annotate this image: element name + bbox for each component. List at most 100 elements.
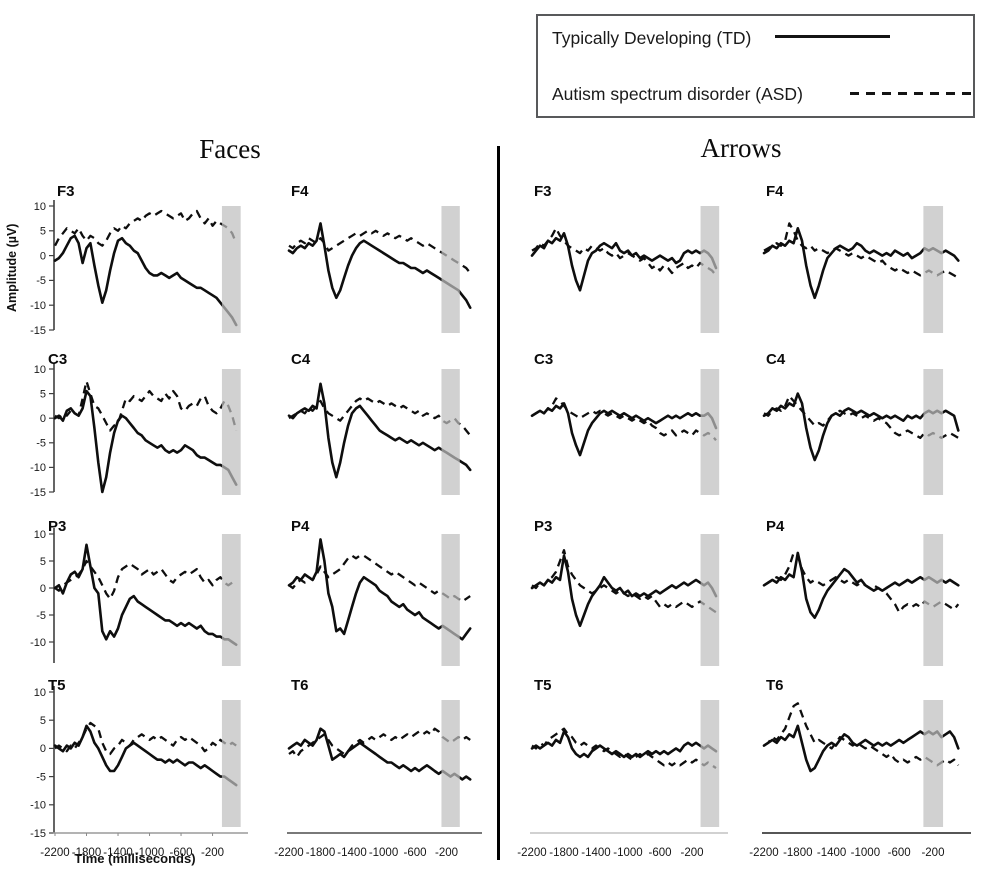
x-tick-label: -200: [201, 847, 224, 859]
y-tick-label: -10: [30, 800, 46, 812]
y-tick-label: -10: [30, 637, 46, 649]
section-title-faces: Faces: [199, 134, 261, 164]
y-tick-label: 10: [34, 529, 46, 541]
F4-faces-td-line: [287, 222, 472, 310]
P3-faces-asd-line: [54, 559, 237, 600]
panel-faces-P3: 10 5 0 -5 -10 P3: [30, 518, 241, 666]
x-tick-label: -200: [680, 847, 703, 859]
F3-faces-asd-line: [53, 209, 238, 247]
analysis-window-band: [700, 369, 720, 495]
y-tick-label: -15: [30, 487, 46, 499]
T6-faces-td-line: [287, 727, 472, 781]
x-tick-label: -600: [888, 847, 911, 859]
P4-faces-asd-line: [288, 554, 471, 603]
legend-label-td: Typically Developing (TD): [552, 28, 752, 48]
electrode-label: P4: [766, 518, 785, 535]
section-title-arrows: Arrows: [700, 133, 782, 163]
legend-label-asd: Autism spectrum disorder (ASD): [552, 84, 803, 104]
analysis-window-band: [923, 700, 944, 827]
electrode-label: F3: [57, 183, 75, 200]
P3-arrows-asd-line: [531, 549, 717, 614]
C3-faces-asd-line: [54, 380, 238, 432]
y-tick-label: 5: [40, 556, 46, 568]
P3-arrows-td-line: [530, 554, 718, 628]
y-tick-label: 0: [40, 413, 46, 425]
electrode-label: F3: [534, 183, 552, 200]
y-tick-label: -15: [30, 325, 46, 337]
y-tick-label: -10: [30, 462, 46, 474]
x-tick-label: -1800: [549, 847, 578, 859]
panel-arrows-T6: T6 -2200 -1800 -1400 -1000 -600 -200: [749, 677, 971, 859]
y-tick-label: 0: [40, 583, 46, 595]
x-tick-label: -600: [648, 847, 671, 859]
y-tick-label: 10: [34, 687, 46, 699]
x-tick-label: -2200: [274, 847, 303, 859]
legend-solid-line-icon: [775, 35, 890, 38]
panel-faces-T5: 10 5 0 -5 -10 -15 T5 -2200 -1800 -1400 -1000 -600 -2…: [30, 677, 248, 859]
x-tick-label: -1400: [103, 847, 132, 859]
x-tick-label: -1400: [337, 847, 366, 859]
x-tick-label: -2200: [517, 847, 546, 859]
y-tick-label: -5: [36, 771, 46, 783]
x-tick-label: -1000: [851, 847, 880, 859]
section-divider-line: [497, 146, 500, 860]
analysis-window-band: [700, 534, 720, 666]
electrode-label: F4: [291, 183, 309, 200]
analysis-window-band: [700, 700, 720, 827]
x-tick-label: -1800: [783, 847, 812, 859]
electrode-label: C4: [291, 351, 311, 368]
x-tick-label: -2200: [40, 847, 69, 859]
x-tick-label: -1000: [613, 847, 642, 859]
y-tick-label: 10: [34, 364, 46, 376]
panel-arrows-P4: P4: [762, 518, 960, 666]
electrode-label: T5: [534, 677, 552, 694]
x-tick-label: -200: [435, 847, 458, 859]
panel-faces-T6: T6 -2200 -1800 -1400 -1000 -600 -200: [274, 677, 482, 859]
analysis-window-band: [923, 534, 944, 666]
x-tick-label: -200: [921, 847, 944, 859]
electrode-label: T6: [291, 677, 309, 694]
panel-arrows-C4: C4: [762, 351, 960, 495]
panel-arrows-F4: F4: [762, 183, 960, 333]
C3-arrows-td-line: [530, 402, 718, 457]
panel-faces-P4: P4: [287, 518, 472, 666]
analysis-window-band: [923, 369, 944, 495]
analysis-window-band: [221, 534, 241, 666]
P4-faces-td-line: [287, 538, 472, 641]
x-axis-title: Time (milliseconds): [74, 851, 196, 866]
y-tick-label: 0: [40, 743, 46, 755]
y-tick-label: -5: [36, 438, 46, 450]
y-tick-label: 5: [40, 226, 46, 238]
analysis-window-band: [700, 206, 720, 333]
electrode-label: T6: [766, 677, 784, 694]
C3-faces-td-line: [53, 389, 238, 494]
T5-faces-td-line: [53, 724, 238, 787]
panel-faces-C3: 10 5 0 -5 -10 -15 C3: [30, 351, 241, 499]
analysis-window-band: [441, 700, 460, 827]
analysis-window-band: [441, 369, 460, 495]
y-tick-label: -5: [36, 610, 46, 622]
F3-arrows-td-line: [530, 232, 718, 292]
T5-arrows-asd-line: [531, 727, 717, 770]
x-tick-label: -1800: [306, 847, 335, 859]
panel-faces-F4: F4: [287, 183, 472, 333]
F4-faces-asd-line: [288, 229, 472, 274]
panel-arrows-C3: C3: [530, 351, 720, 495]
electrode-label: C3: [534, 351, 553, 368]
electrode-label: C4: [766, 351, 786, 368]
legend-box: Typically Developing (TD) Autism spectru…: [536, 14, 975, 118]
T5-faces-asd-line: [54, 721, 237, 756]
panel-faces-F3: 10 5 0 -5 -10 -15 F3: [30, 183, 241, 337]
x-tick-label: -2200: [749, 847, 778, 859]
y-tick-label: 10: [34, 201, 46, 213]
T6-faces-asd-line: [288, 727, 471, 759]
x-tick-label: -600: [170, 847, 193, 859]
y-tick-label: 5: [40, 715, 46, 727]
y-tick-label: 0: [40, 250, 46, 262]
x-tick-label: -1000: [369, 847, 398, 859]
T5-arrows-td-line: [530, 730, 718, 759]
electrode-label: P3: [48, 518, 66, 535]
y-tick-label: -10: [30, 300, 46, 312]
